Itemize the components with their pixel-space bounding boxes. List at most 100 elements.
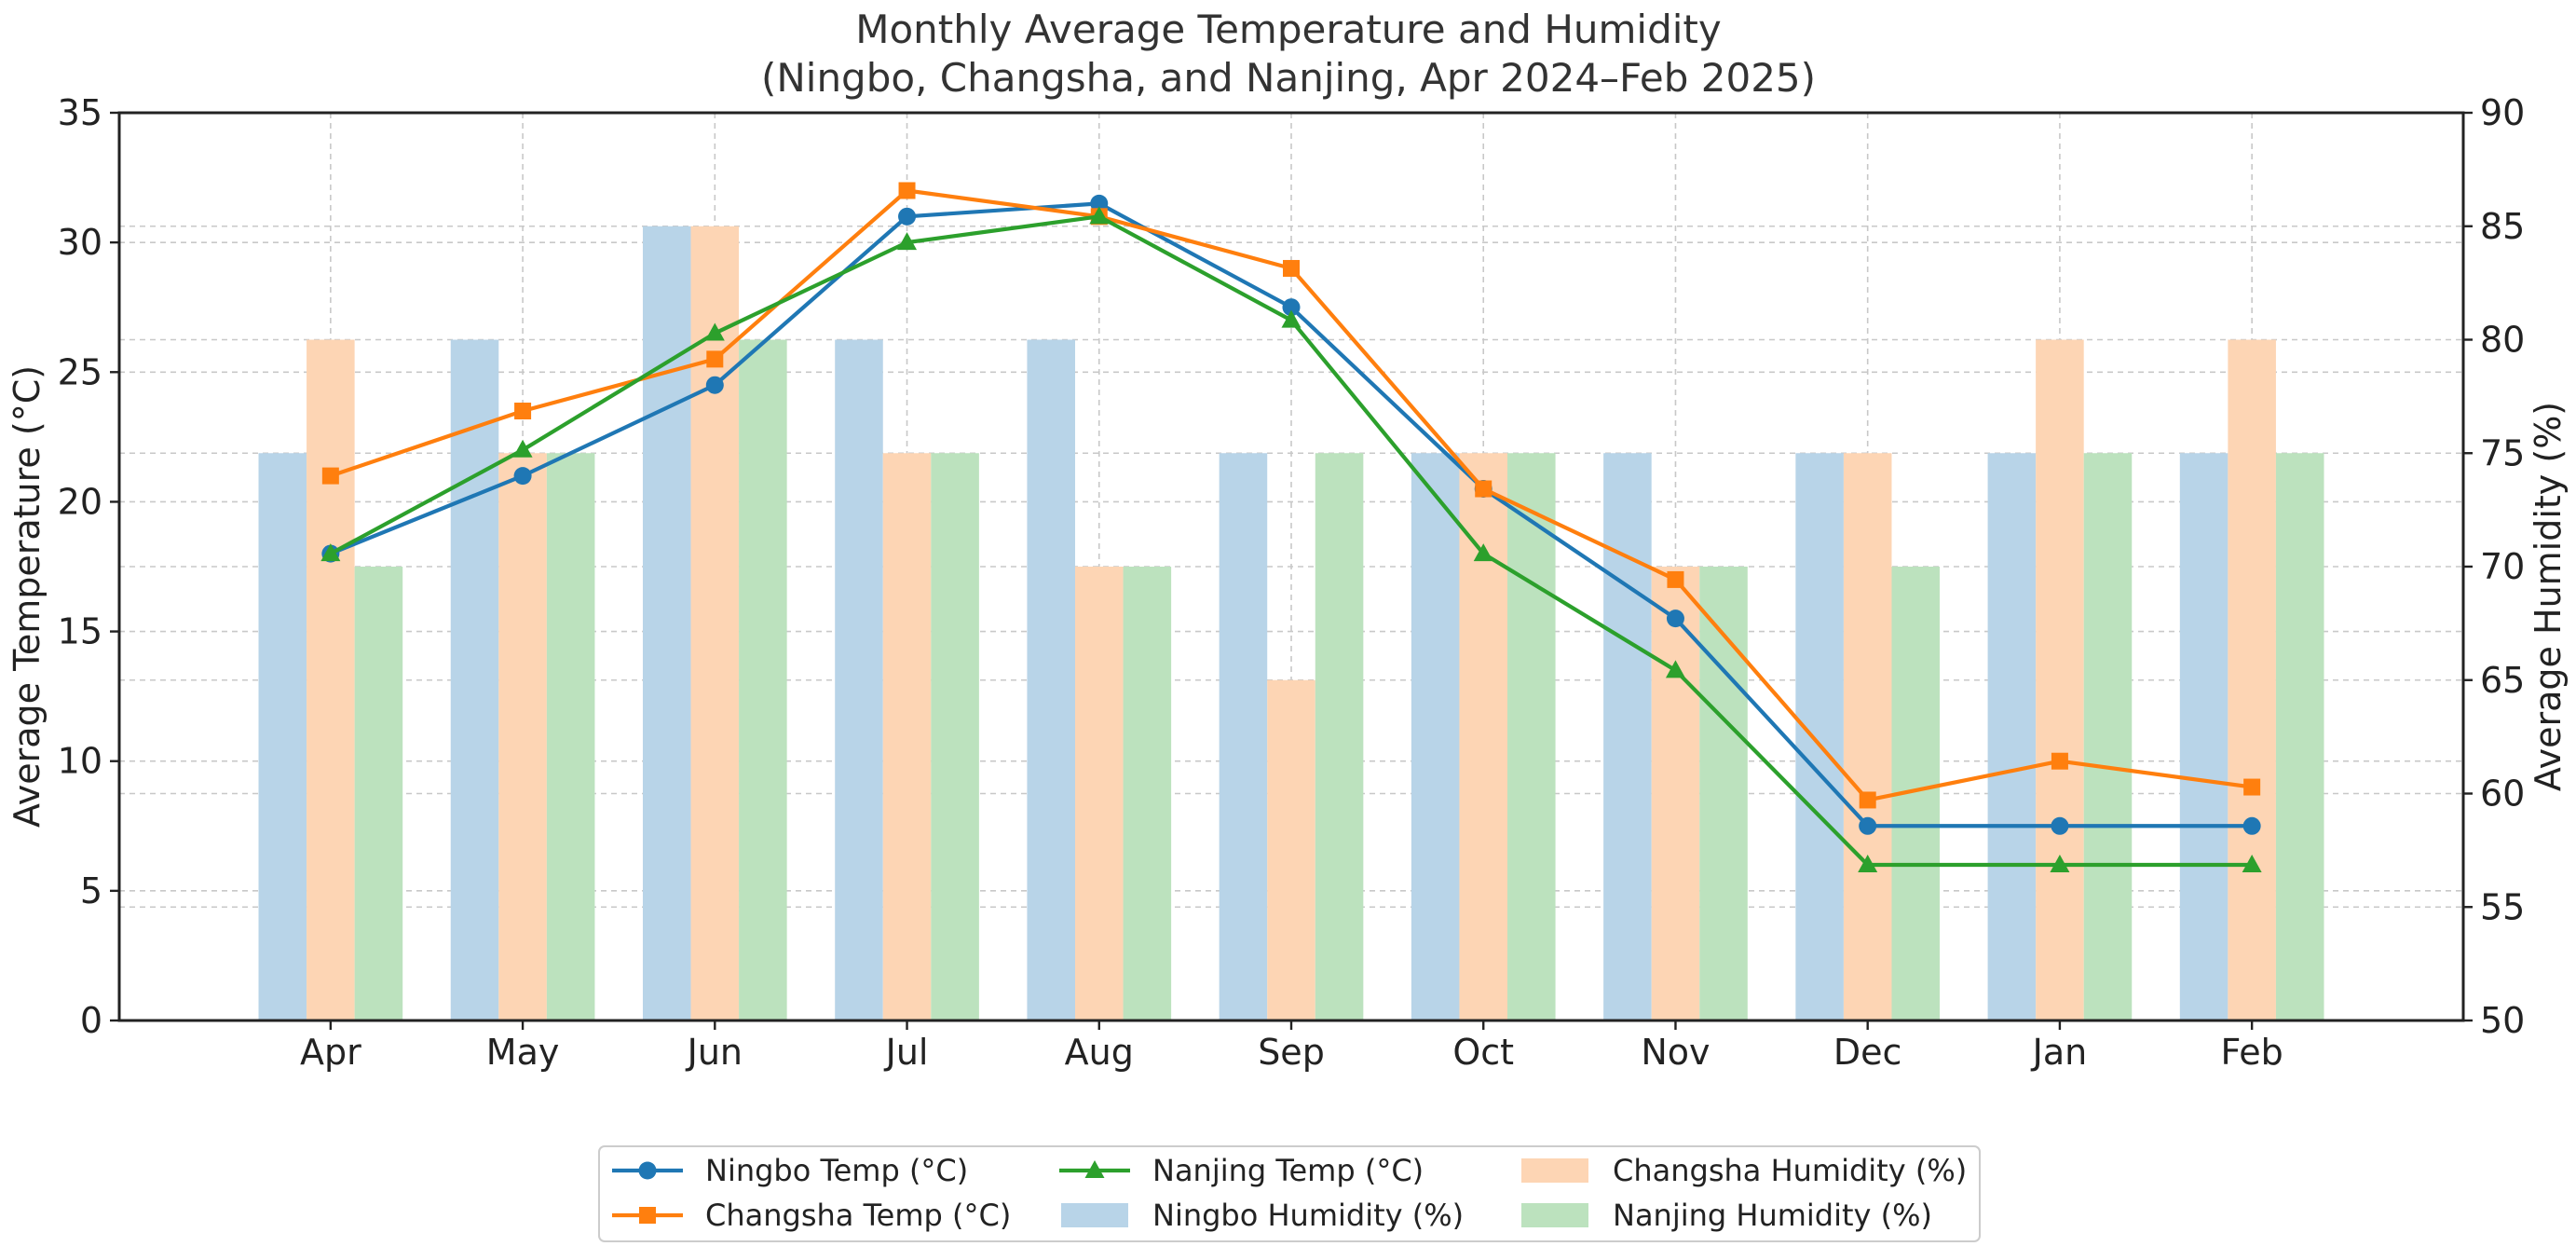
temperature-point <box>897 232 918 251</box>
x-tick-label: Jan <box>2031 1032 2088 1073</box>
y2-tick-label: 55 <box>2480 886 2525 927</box>
x-tick-label: Aug <box>1065 1032 1134 1073</box>
temperature-point <box>1473 543 1493 562</box>
humidity-bar <box>2036 339 2084 1020</box>
temperature-point <box>1665 660 1685 678</box>
humidity-bar <box>1219 453 1268 1020</box>
temperature-point <box>1859 791 1876 809</box>
humidity-bar <box>307 339 355 1020</box>
y2-tick-label: 90 <box>2480 92 2525 133</box>
humidity-bar <box>1987 453 2037 1020</box>
y-tick-label: 30 <box>58 222 102 263</box>
temperature-point <box>706 350 724 368</box>
humidity-bar <box>2179 453 2228 1020</box>
x-tick-label: Jun <box>686 1032 743 1073</box>
legend-label: Nanjing Temp (°C) <box>1152 1153 1424 1188</box>
humidity-bar <box>1843 453 1892 1020</box>
temperature-point <box>2051 752 2068 770</box>
y2-tick-label: 50 <box>2480 1000 2525 1041</box>
legend-label: Changsha Humidity (%) <box>1613 1153 1967 1188</box>
humidity-bar <box>1507 453 1556 1020</box>
legend-bar-swatch <box>1521 1203 1588 1227</box>
humidity-bar <box>1699 567 1748 1020</box>
humidity-bar <box>1267 679 1315 1020</box>
humidity-bar <box>354 567 403 1020</box>
y2-tick-label: 60 <box>2480 774 2525 815</box>
humidity-bar <box>931 453 979 1020</box>
humidity-bar <box>1411 453 1460 1020</box>
legend-item: Nanjing Humidity (%) <box>1521 1198 1932 1233</box>
legend-item: Ningbo Humidity (%) <box>1061 1198 1464 1233</box>
y2-tick-label: 65 <box>2480 660 2525 701</box>
humidity-bar <box>1074 567 1124 1020</box>
x-tick-label: May <box>486 1032 560 1073</box>
y2-tick-label: 75 <box>2480 432 2525 473</box>
temperature-point <box>705 376 724 394</box>
temperature-point <box>321 467 339 485</box>
legend-bar-swatch <box>1061 1203 1128 1227</box>
legend-item: Changsha Humidity (%) <box>1521 1153 1967 1188</box>
y-tick-label: 10 <box>58 741 102 782</box>
y2-axis-label: Average Humidity (%) <box>2528 402 2569 791</box>
temperature-point <box>898 182 916 199</box>
y-tick-label: 5 <box>80 870 102 911</box>
temperature-point <box>1281 309 1302 328</box>
humidity-bar <box>2083 453 2133 1020</box>
temperature-point <box>2050 855 2070 873</box>
temperature-point <box>1667 570 1684 588</box>
legend: Ningbo Temp (°C) Changsha Temp (°C) Nanjin… <box>598 1145 1981 1242</box>
axes: 0 5 10 15 20 25 30 35 50 55 60 65 70 75 80 85 90 Apr May Ju… <box>58 92 2526 1073</box>
humidity-bar <box>882 453 932 1020</box>
legend-bar-swatch <box>1521 1158 1588 1183</box>
legend-item: Ningbo Temp (°C) <box>612 1153 968 1188</box>
temperature-point <box>512 439 533 458</box>
humidity-bar <box>450 339 499 1020</box>
temperature-point <box>1859 816 1877 835</box>
temperature-point <box>1090 194 1109 212</box>
x-tick-label: Oct <box>1452 1032 1514 1073</box>
humidity-bar <box>546 453 595 1020</box>
humidity-bar <box>642 226 691 1020</box>
humidity-bar <box>1123 567 1172 1020</box>
legend-item: Changsha Temp (°C) <box>612 1198 1011 1233</box>
y-tick-label: 35 <box>58 92 102 133</box>
x-tick-label: Dec <box>1833 1032 1902 1073</box>
temperature-lines <box>320 182 2262 873</box>
y2-tick-label: 70 <box>2480 546 2525 587</box>
legend-marker <box>638 1161 657 1180</box>
humidity-bar <box>1603 453 1652 1020</box>
chart-title-line1: Monthly Average Temperature and Humidity <box>855 7 1722 52</box>
temperature-point <box>2243 778 2261 796</box>
x-tick-label: Jul <box>884 1032 929 1073</box>
legend-label: Ningbo Humidity (%) <box>1152 1198 1464 1233</box>
humidity-bar <box>1459 453 1508 1020</box>
temperature-point <box>1475 480 1492 498</box>
x-tick-label: Nov <box>1641 1032 1710 1073</box>
temperature-point <box>514 403 532 420</box>
humidity-bar <box>2275 453 2324 1020</box>
humidity-bar <box>1651 567 1700 1020</box>
x-tick-label: Apr <box>300 1032 361 1073</box>
temperature-point <box>2242 816 2261 835</box>
temperature-point <box>704 322 725 341</box>
y-axis-label: Average Temperature (°C) <box>7 365 48 828</box>
humidity-bar <box>1027 339 1075 1020</box>
legend-marker <box>639 1207 656 1224</box>
temperature-point <box>2242 855 2262 873</box>
humidity-bar <box>498 453 547 1020</box>
legend-marker <box>1084 1160 1105 1178</box>
temperature-point <box>1283 259 1300 277</box>
temperature-point <box>898 207 917 226</box>
y-tick-label: 20 <box>58 481 102 522</box>
x-tick-label: Feb <box>2221 1032 2283 1073</box>
temperature-point <box>1282 298 1301 317</box>
temperature-point <box>1666 609 1684 628</box>
legend-label: Changsha Temp (°C) <box>705 1198 1011 1233</box>
y-tick-label: 25 <box>58 351 102 392</box>
legend-label: Nanjing Humidity (%) <box>1613 1198 1932 1233</box>
temperature-point <box>1858 855 1878 873</box>
temperature-point <box>2051 816 2069 835</box>
humidity-bar <box>258 453 307 1020</box>
y2-tick-label: 80 <box>2480 320 2525 361</box>
